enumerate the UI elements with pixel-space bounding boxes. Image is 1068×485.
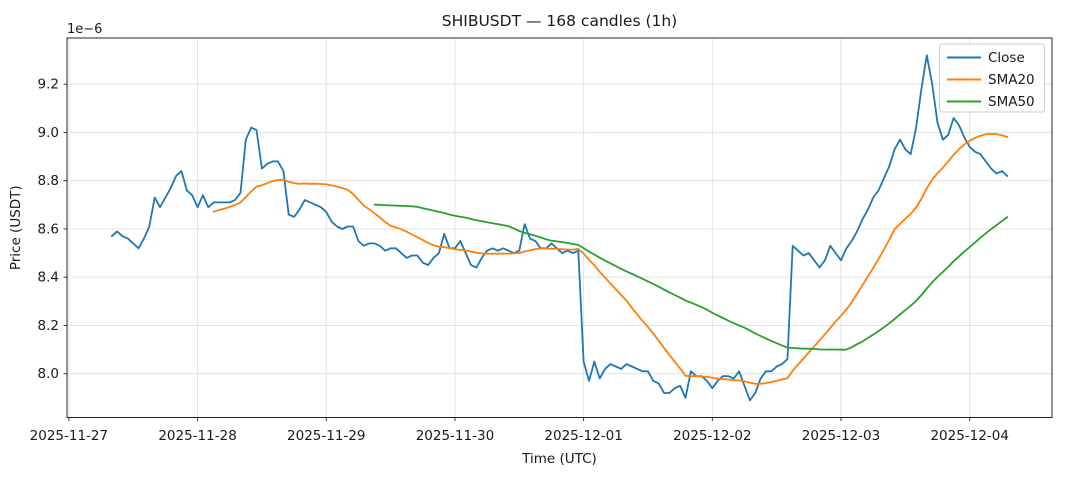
legend-label-sma20: SMA20 xyxy=(988,72,1035,88)
legend: Close SMA20 SMA50 xyxy=(939,43,1045,113)
y-tick-label: 8.0 xyxy=(38,366,59,382)
axes: 2025-11-27 2025-11-28 2025-11-29 2025-11-30… xyxy=(30,37,1053,444)
x-tick-label: 2025-12-02 xyxy=(673,428,751,444)
x-tick-label: 2025-11-30 xyxy=(416,428,494,444)
legend-label-sma50: SMA50 xyxy=(988,94,1035,110)
y-tick-label: 8.2 xyxy=(38,318,59,334)
y-axis-label: Price (USDT) xyxy=(8,185,24,270)
close-line xyxy=(110,54,1009,402)
legend-box xyxy=(939,43,1045,113)
chart-title: SHIBUSDT — 168 candles (1h) xyxy=(442,12,677,30)
x-tick-label: 2025-12-03 xyxy=(802,428,880,444)
x-tick-label: 2025-11-29 xyxy=(287,428,365,444)
data-series xyxy=(110,54,1009,402)
sma50-line xyxy=(373,203,1009,351)
x-axis-label: Time (UTC) xyxy=(521,451,597,467)
y-tick-label: 9.0 xyxy=(38,125,59,141)
y-axis-offset-label: 1e−6 xyxy=(67,22,102,37)
legend-label-close: Close xyxy=(988,50,1025,66)
y-tick-label: 8.4 xyxy=(38,270,59,286)
y-tick-label: 8.8 xyxy=(38,173,59,189)
sma20-line xyxy=(212,132,1009,385)
x-tick-label: 2025-12-01 xyxy=(544,428,622,444)
y-tick-label: 9.2 xyxy=(38,77,59,93)
x-tick-label: 2025-11-28 xyxy=(158,428,236,444)
x-tick-label: 2025-12-04 xyxy=(930,428,1008,444)
x-tick-label: 2025-11-27 xyxy=(30,428,108,444)
plot-frame xyxy=(66,37,1053,418)
gridlines xyxy=(67,38,1052,418)
y-tick-label: 8.6 xyxy=(38,221,59,237)
